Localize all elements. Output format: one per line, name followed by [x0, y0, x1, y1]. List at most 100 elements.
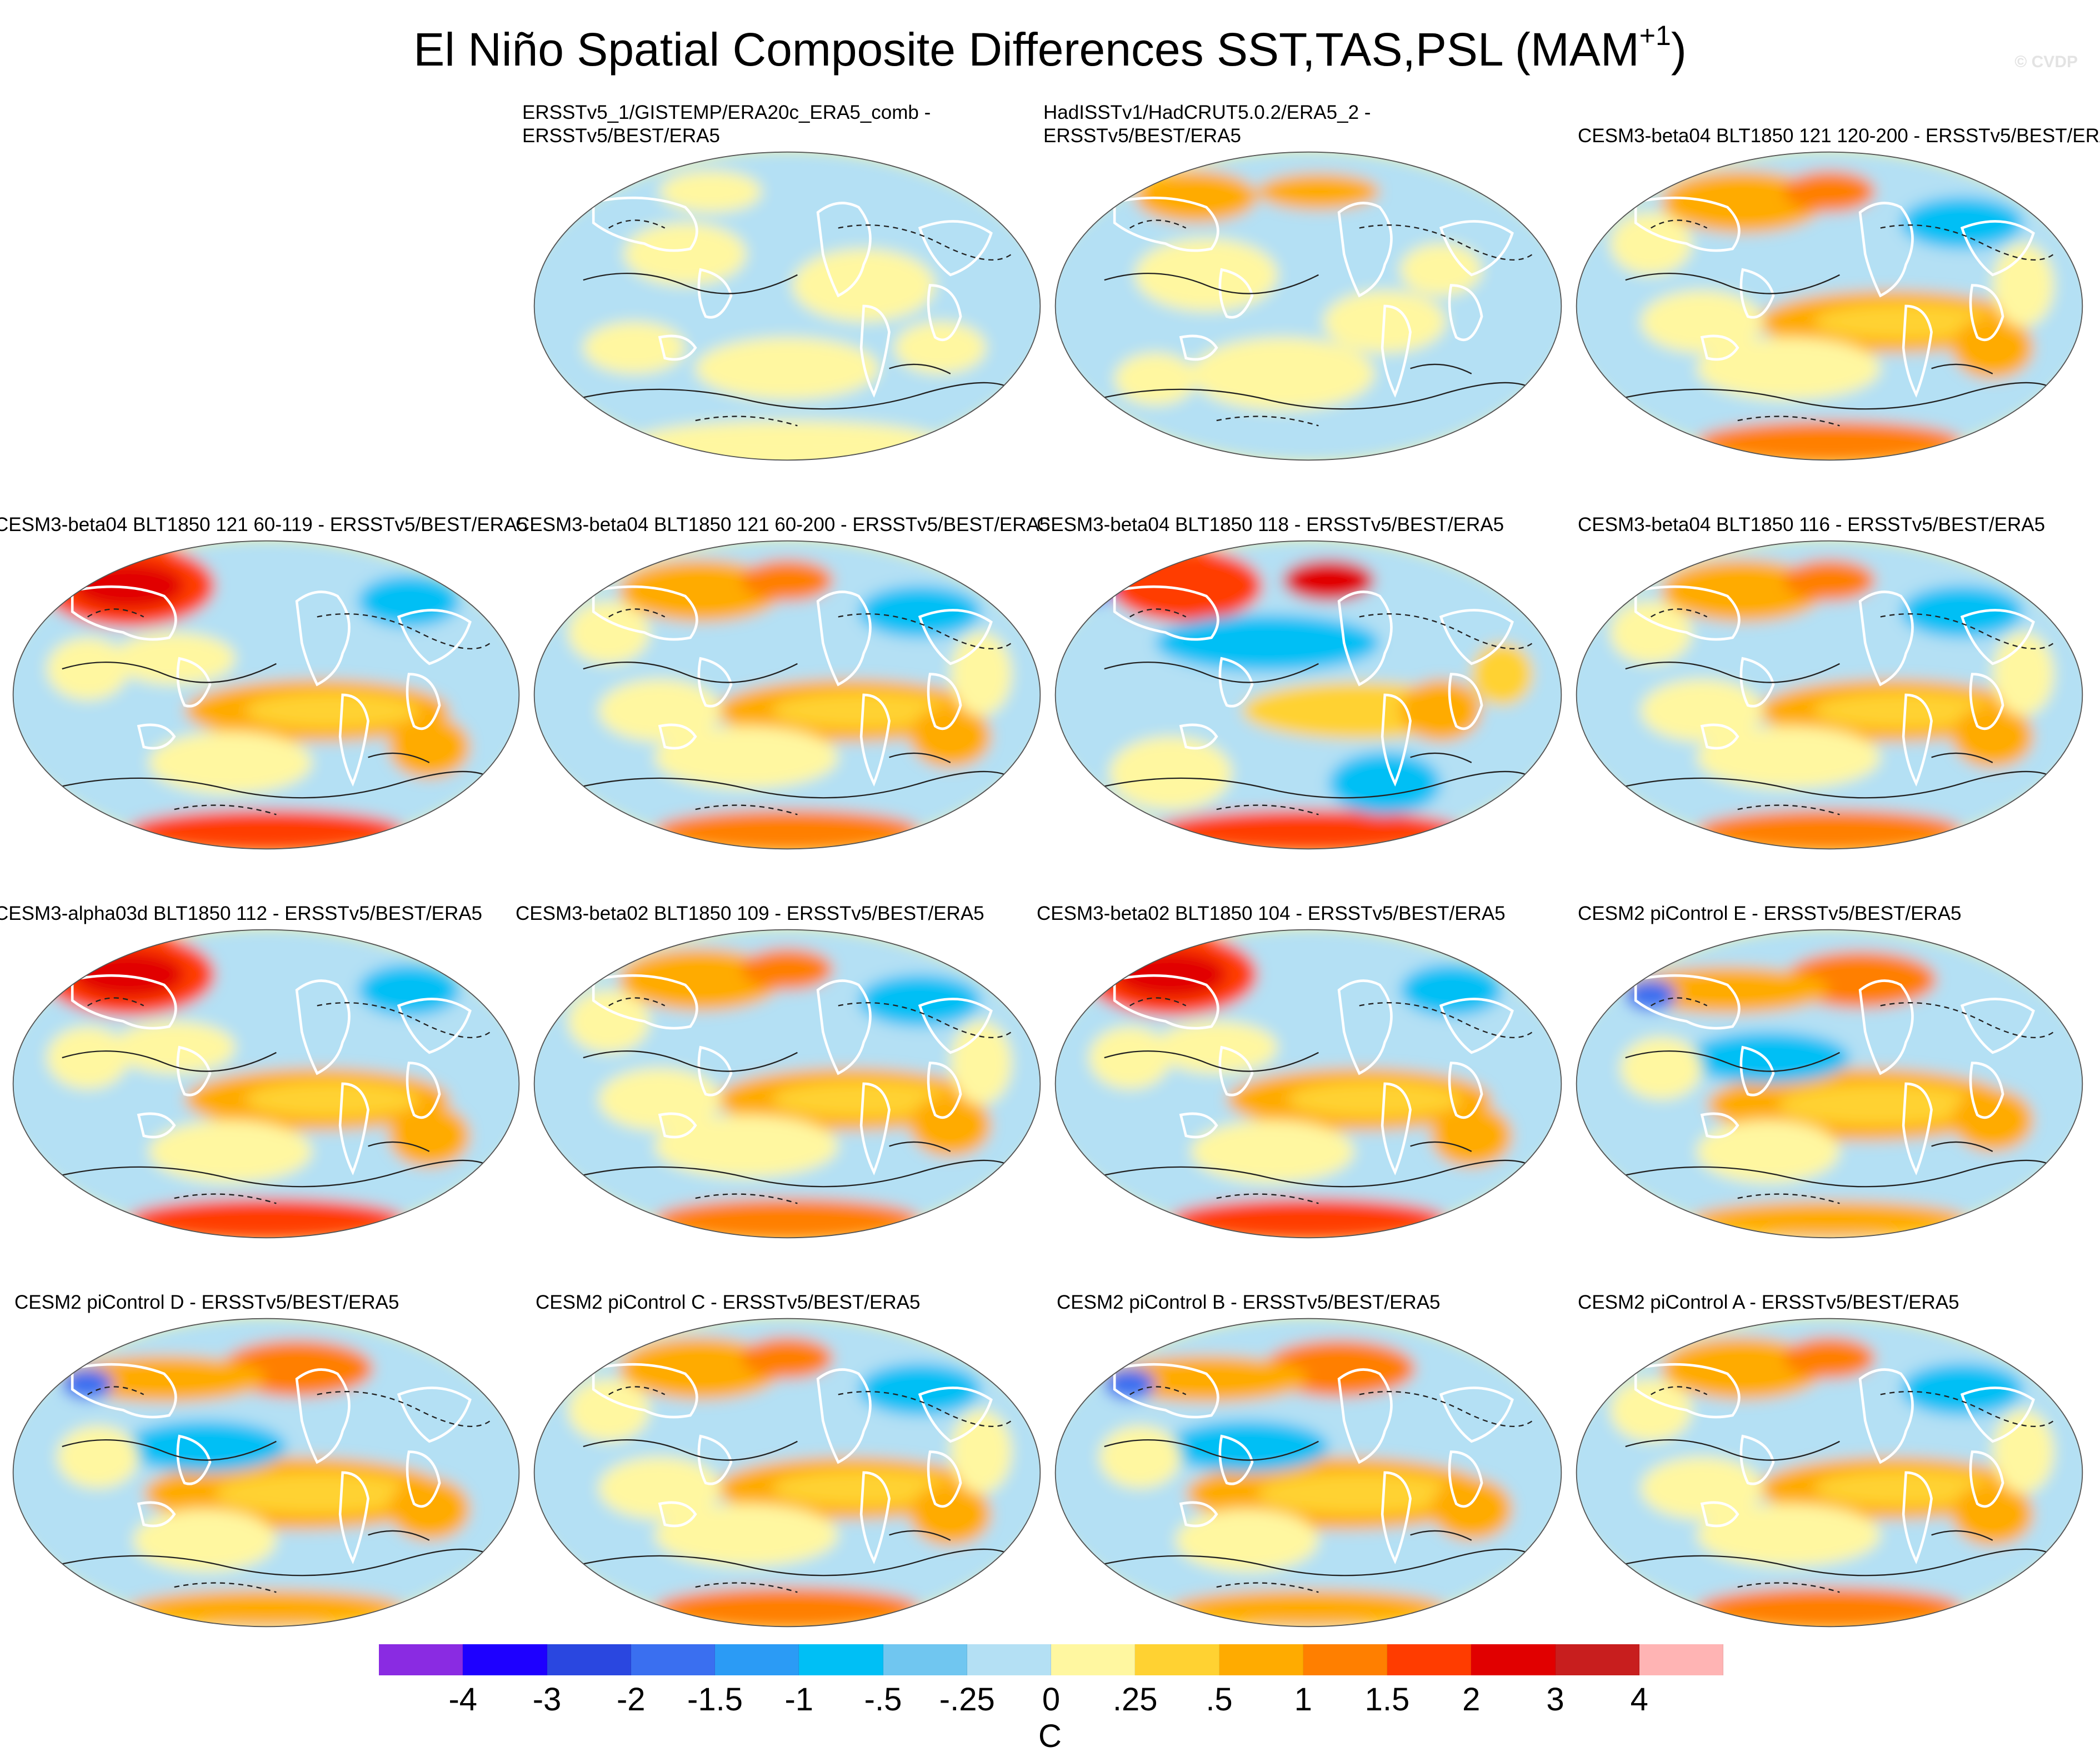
psl-contour: [1359, 224, 1533, 261]
anomaly-region: [57, 1425, 139, 1489]
coastline: [1634, 585, 1741, 641]
colorbar-swatch: [799, 1644, 883, 1675]
psl-contour: [583, 1439, 798, 1461]
coastline: [295, 1368, 351, 1464]
map-border: [533, 929, 1041, 1239]
coastline: [859, 1082, 891, 1175]
coastline: [1739, 1434, 1775, 1485]
map-border: [12, 540, 520, 850]
anomaly-region: [1610, 601, 1692, 664]
psl-contour: [1880, 1390, 2054, 1427]
anomaly-region: [695, 337, 879, 400]
psl-contour: [52, 1548, 502, 1576]
anomaly-region: [128, 1589, 404, 1626]
anomaly-region: [1431, 1104, 1513, 1167]
psl-contour: [1880, 224, 2054, 261]
colorbar-tick-label: 2: [1462, 1681, 1481, 1718]
map-panel: CESM3-beta04 BLT1850 121 120-200 - ERSST…: [1574, 101, 2100, 461]
colorbar-swatch: [715, 1644, 799, 1675]
psl-contour: [608, 608, 666, 618]
psl-contour: [573, 1548, 1023, 1576]
colorbar: [379, 1644, 1723, 1675]
coastline: [1218, 657, 1254, 708]
anomaly-region: [1109, 736, 1232, 810]
psl-contour: [1651, 608, 1708, 618]
anomaly-region: [583, 322, 686, 374]
anomaly-region: [1697, 337, 1881, 400]
anomaly-region: [1400, 679, 1482, 742]
coastline: [1113, 585, 1219, 641]
coastline: [406, 1062, 441, 1119]
robinson-map: [12, 929, 520, 1239]
psl-contour: [608, 219, 666, 229]
anomaly-region: [1783, 171, 1876, 213]
coastline: [1337, 1368, 1393, 1464]
psl-contour: [1651, 219, 1708, 229]
panel-title: CESM2 piControl A - ERSSTv5/BEST/ERA5: [1578, 1292, 1959, 1313]
coastline: [71, 1363, 177, 1419]
map-border: [1054, 929, 1562, 1239]
coastline: [927, 673, 962, 730]
robinson-map: [533, 929, 1041, 1239]
anomaly-region: [1901, 197, 2023, 249]
psl-contour: [1104, 272, 1319, 294]
anomaly-region: [619, 1337, 782, 1400]
psl-contour: [1410, 363, 1472, 374]
panel-title: CESM3-beta04 BLT1850 121 60-119 - ERSSTv…: [0, 514, 528, 535]
psl-contour: [1931, 1530, 1993, 1541]
anomaly-region: [388, 1104, 471, 1167]
anomaly-region: [1697, 1120, 1840, 1183]
coastline: [176, 1045, 212, 1097]
map-border: [12, 1318, 520, 1628]
panel-title: CESM3-beta04 BLT1850 116 - ERSSTv5/BEST/…: [1578, 514, 2046, 535]
anomaly-region: [388, 1478, 471, 1540]
anomaly-region: [858, 585, 981, 638]
coastline: [859, 304, 891, 398]
psl-contour: [174, 1193, 277, 1204]
anomaly-region: [1165, 1420, 1329, 1473]
coastline: [918, 609, 993, 665]
colorbar-swatch: [1135, 1644, 1219, 1675]
robinson-map: [12, 540, 520, 850]
coastline: [1381, 304, 1412, 398]
psl-contour: [1625, 272, 1840, 294]
anomaly-region: [1783, 559, 1876, 602]
psl-contour: [1216, 1582, 1319, 1593]
anomaly-region: [619, 559, 782, 622]
coastline: [1448, 673, 1483, 730]
anomaly-region: [113, 1021, 236, 1074]
coastline: [1700, 1501, 1739, 1528]
anomaly-region: [1063, 567, 1115, 604]
coastline: [816, 202, 872, 298]
anomaly-region: [1952, 1483, 2034, 1546]
anomaly-region: [1697, 421, 1962, 460]
coastline: [1858, 979, 1914, 1075]
psl-contour: [838, 1002, 1012, 1038]
anomaly-region: [598, 1068, 721, 1131]
anomaly-region: [1104, 1355, 1308, 1403]
psl-contour: [368, 1530, 430, 1541]
panel-title: ERSSTv5_1/GISTEMP/ERA20c_ERA5_comb - ERS…: [522, 102, 931, 147]
coastline: [859, 693, 891, 787]
map-panel: CESM3-beta04 BLT1850 118 - ERSSTv5/BEST/…: [1037, 490, 1563, 850]
anomaly-region: [1400, 243, 1482, 296]
anomaly-region: [1901, 585, 2023, 638]
anomaly-region: [246, 692, 419, 729]
map-panel: CESM3-beta02 BLT1850 104 - ERSSTv5/BEST/…: [1037, 879, 1563, 1239]
coastline: [592, 974, 698, 1030]
colorbar-unit: C: [1038, 1718, 1062, 1754]
anomaly-region: [654, 809, 920, 849]
psl-contour: [368, 1141, 430, 1152]
psl-contour: [87, 608, 144, 618]
anomaly-region: [741, 1337, 833, 1379]
psl-contour: [1737, 1193, 1840, 1204]
anomaly-region: [1686, 1032, 1850, 1084]
anomaly-region: [1610, 1379, 1692, 1441]
colorbar-tick-label: 1: [1294, 1681, 1312, 1718]
coastline: [918, 1386, 993, 1443]
coastline: [1739, 1045, 1775, 1097]
anomaly-region: [1328, 752, 1441, 815]
map-border: [1054, 540, 1562, 850]
coastline: [295, 979, 351, 1075]
coastline: [1960, 1386, 2035, 1443]
